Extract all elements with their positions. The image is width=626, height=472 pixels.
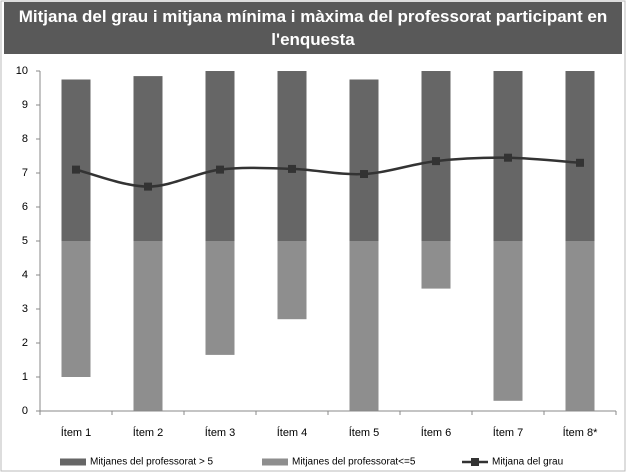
y-tick-label: 6: [22, 201, 28, 213]
y-tick-label: 9: [22, 99, 28, 111]
bar: [493, 241, 523, 401]
y-tick-label: 8: [22, 133, 28, 145]
bar: [61, 79, 91, 241]
y-tick-label: 4: [22, 269, 28, 281]
marker: [360, 170, 368, 179]
legend-swatch: [262, 458, 288, 466]
legend-label: Mitjanes del professorat<=5: [292, 457, 416, 468]
y-tick-label: 3: [22, 303, 28, 315]
x-tick-label: Ítem 3: [205, 426, 236, 439]
bar: [61, 241, 91, 377]
marker: [504, 153, 512, 162]
y-tick-label: 1: [22, 371, 28, 383]
bar: [133, 76, 163, 241]
y-tick-label: 5: [22, 235, 28, 247]
marker: [216, 165, 224, 174]
y-tick-label: 7: [22, 167, 28, 179]
legend-label: Mitjana del grau: [492, 457, 563, 468]
chart-title: Mitjana del grau i mitjana mínima i màxi…: [4, 2, 622, 54]
x-tick-label: Ítem 7: [493, 426, 524, 439]
bar: [133, 241, 163, 411]
bar: [565, 241, 595, 411]
marker: [72, 165, 80, 174]
bar: [565, 71, 595, 241]
bar: [349, 79, 379, 241]
line: [75, 156, 581, 188]
bar: [421, 241, 451, 289]
x-tick-label: Ítem 5: [349, 426, 380, 439]
x-tick-label: Ítem 8*: [563, 426, 599, 439]
marker: [432, 157, 440, 166]
x-tick-label: Ítem 6: [421, 426, 452, 439]
x-tick-label: Ítem 1: [61, 426, 92, 439]
marker: [576, 158, 584, 167]
legend-swatch: [471, 458, 479, 466]
bar: [205, 71, 235, 241]
marker: [288, 164, 296, 173]
legend-label: Mitjanes del professorat > 5: [90, 457, 214, 468]
x-tick-label: Ítem 4: [277, 426, 308, 439]
bar: [277, 241, 307, 320]
bar: [277, 71, 307, 241]
bar: [205, 241, 235, 355]
x-tick-label: Ítem 2: [133, 426, 164, 439]
y-tick-label: 10: [16, 65, 28, 77]
marker: [144, 182, 152, 191]
y-tick-label: 0: [22, 405, 28, 417]
bar: [349, 241, 379, 411]
legend-swatch: [60, 458, 86, 466]
bar: [421, 71, 451, 241]
y-tick-label: 2: [22, 337, 28, 349]
